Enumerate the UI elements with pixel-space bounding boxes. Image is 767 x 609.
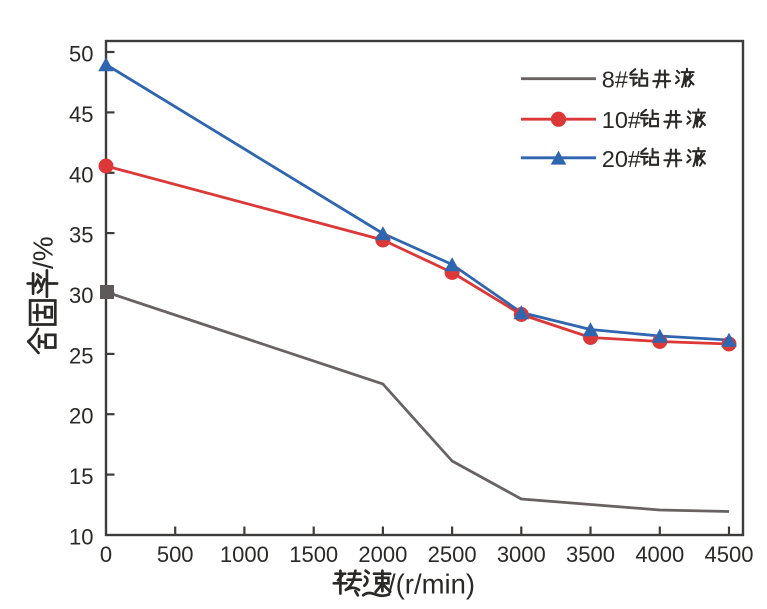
svg-text:10: 10: [69, 525, 93, 550]
svg-text:0: 0: [100, 542, 112, 567]
svg-text:35: 35: [69, 223, 93, 248]
svg-text:40: 40: [69, 162, 93, 187]
svg-text:10#: 10#: [602, 107, 641, 133]
svg-text:8#: 8#: [602, 67, 628, 93]
svg-text:50: 50: [69, 42, 93, 67]
svg-text:2500: 2500: [428, 542, 477, 567]
svg-text:3000: 3000: [497, 542, 546, 567]
svg-text:/%: /%: [28, 236, 59, 269]
svg-text:4000: 4000: [635, 542, 684, 567]
svg-text:500: 500: [157, 542, 194, 567]
svg-text:2000: 2000: [358, 542, 407, 567]
svg-text:/(r/min): /(r/min): [388, 569, 475, 600]
svg-text:3500: 3500: [566, 542, 615, 567]
svg-text:25: 25: [69, 343, 93, 368]
svg-text:1000: 1000: [220, 542, 269, 567]
svg-text:4500: 4500: [705, 542, 754, 567]
svg-text:15: 15: [69, 464, 93, 489]
svg-text:1500: 1500: [289, 542, 338, 567]
svg-text:30: 30: [69, 283, 93, 308]
svg-text:45: 45: [69, 102, 93, 127]
svg-text:20#: 20#: [602, 146, 641, 172]
svg-text:20: 20: [69, 404, 93, 429]
